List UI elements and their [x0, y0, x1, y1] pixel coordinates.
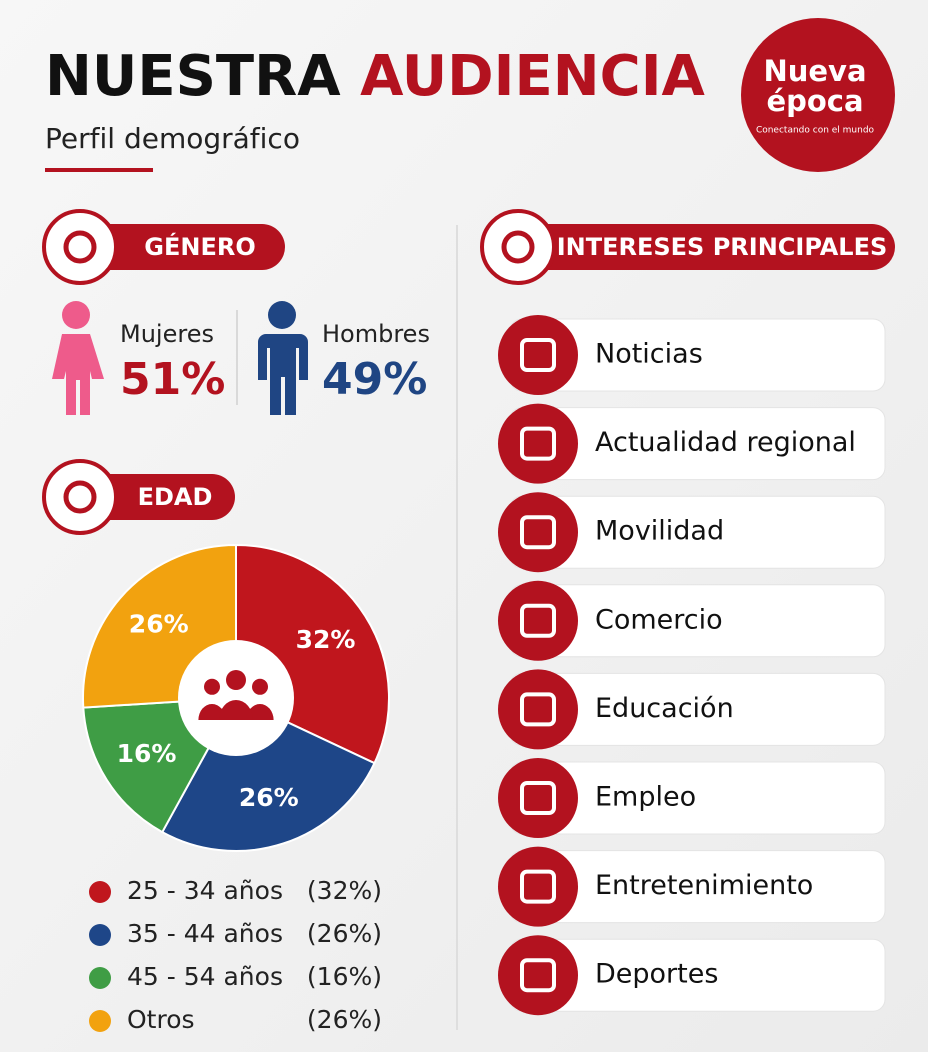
interest-icon-bg — [498, 580, 578, 661]
gender-label: Mujeres — [120, 320, 214, 348]
interest-icon — [520, 869, 556, 904]
interest-icon — [520, 781, 556, 815]
person-head — [204, 678, 220, 695]
section-icon — [63, 230, 97, 264]
legend-label: Otros — [127, 1005, 195, 1034]
person-body — [198, 704, 226, 720]
legend-value: (32%) — [307, 876, 382, 905]
pie-center — [178, 640, 294, 756]
people-icon — [198, 670, 274, 720]
legend-label: 45 - 54 años — [127, 962, 283, 991]
legend-value: (26%) — [307, 919, 382, 948]
interest-icon-bg — [498, 846, 578, 927]
logo — [741, 18, 895, 172]
interest-icon — [520, 426, 556, 461]
slice-label: 26% — [129, 609, 189, 638]
section-icon-bg — [42, 459, 118, 535]
person-head — [226, 670, 246, 690]
title: NUESTRA AUDIENCIA — [45, 44, 706, 109]
section-icon — [63, 480, 97, 514]
legend-swatch — [89, 924, 111, 946]
interest-icon — [520, 692, 556, 727]
subtitle: Perfil demográfico — [45, 122, 300, 155]
interest-icon — [520, 338, 556, 372]
logo-line2: época — [766, 84, 863, 118]
slice-label: 16% — [117, 739, 177, 768]
slice-label: 26% — [239, 783, 299, 812]
interest-label: Empleo — [595, 782, 696, 813]
interest-label: Actualidad regional — [595, 427, 856, 458]
legend-label: 35 - 44 años — [127, 919, 283, 948]
section-icon-bg — [42, 209, 118, 285]
interest-label: Educación — [595, 693, 734, 724]
section-heading: EDAD — [138, 483, 213, 511]
slice-label: 32% — [296, 625, 356, 654]
logo-line1: Nueva — [763, 54, 866, 88]
section-heading: GÉNERO — [144, 232, 255, 261]
underline — [45, 168, 153, 172]
interest-label: Entretenimiento — [595, 870, 813, 901]
interest-icon-bg — [498, 492, 578, 573]
interest-icon-bg — [498, 935, 578, 1016]
interest-label: Noticias — [595, 339, 703, 370]
gender-label: Hombres — [322, 320, 430, 348]
legend-label: 25 - 34 años — [127, 876, 283, 905]
interest-icon-bg — [498, 669, 578, 750]
legend-swatch — [89, 967, 111, 989]
title-black: NUESTRA — [45, 44, 341, 109]
interest-icon-bg — [498, 758, 578, 838]
person-body — [219, 700, 253, 720]
legend-swatch — [89, 881, 111, 903]
interest-icon — [520, 603, 556, 638]
interest-icon — [520, 958, 556, 993]
gender-value: 49% — [322, 354, 427, 405]
section-icon — [501, 230, 535, 264]
gender-value: 51% — [120, 354, 225, 405]
interest-label: Movilidad — [595, 516, 724, 547]
section-pill — [80, 224, 285, 270]
interest-icon — [520, 515, 556, 550]
person-body — [246, 704, 274, 720]
legend-swatch — [89, 1010, 111, 1032]
title-red: AUDIENCIA — [360, 44, 705, 109]
interest-icon-bg — [498, 403, 578, 484]
interest-label: Comercio — [595, 604, 723, 635]
section-icon-bg — [480, 209, 556, 285]
section-heading: INTERESES PRINCIPALES — [557, 233, 888, 261]
legend-value: (16%) — [307, 962, 382, 991]
interest-label: Deportes — [595, 959, 718, 990]
section-pill — [80, 474, 235, 520]
legend-value: (26%) — [307, 1005, 382, 1034]
interest-icon-bg — [498, 315, 578, 395]
person-head — [252, 678, 268, 695]
section-pill — [518, 224, 895, 270]
woman-icon — [52, 301, 104, 415]
man-icon — [258, 301, 308, 415]
logo-tagline: Conectando con el mundo — [756, 126, 875, 136]
